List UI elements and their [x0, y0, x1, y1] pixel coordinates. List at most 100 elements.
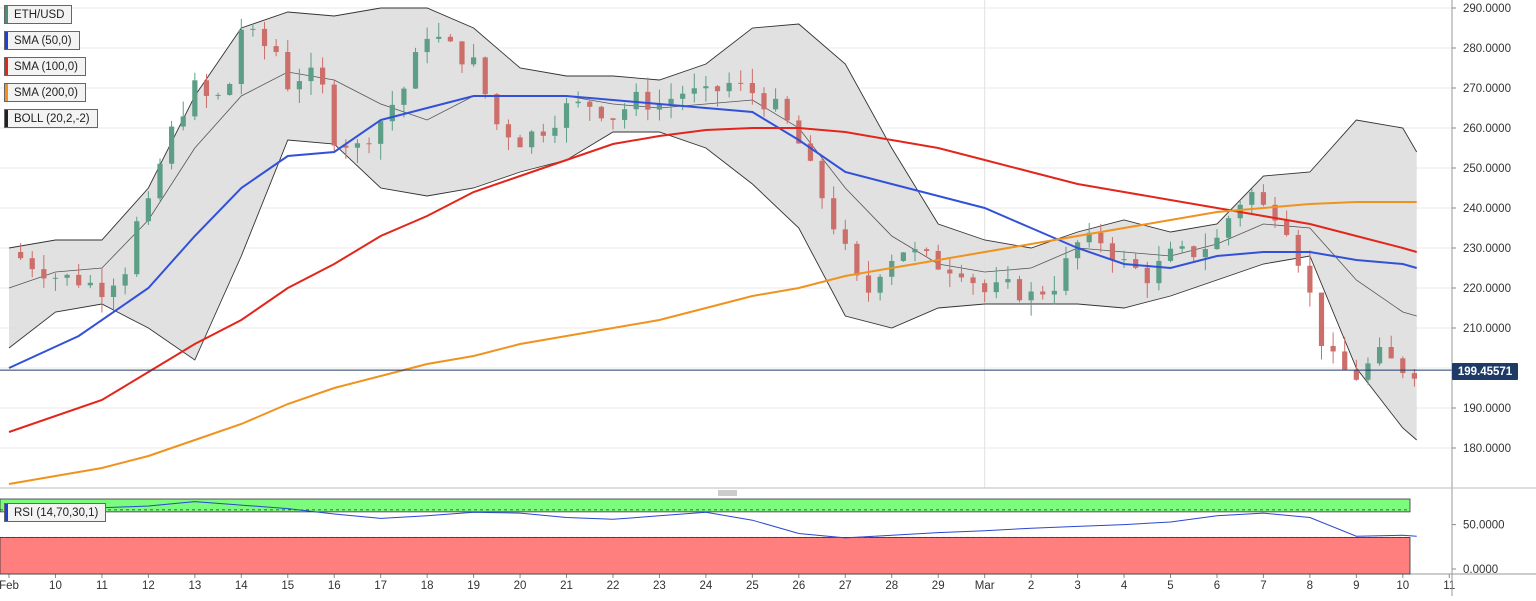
y-tick-label: 280.0000	[1463, 43, 1511, 55]
y-tick-label: 270.0000	[1463, 83, 1511, 95]
candle-body	[923, 249, 930, 251]
candle-body	[482, 57, 488, 95]
candle-body	[970, 277, 976, 284]
candle-body	[273, 46, 279, 52]
candle-body	[1156, 260, 1162, 284]
x-tick-label: 23	[653, 580, 666, 592]
x-tick-label: 10	[49, 580, 62, 592]
candle-body	[668, 98, 674, 105]
candle-body	[1098, 232, 1104, 244]
candle-body	[227, 83, 233, 95]
candle-body	[1225, 218, 1232, 238]
candle-body	[1074, 242, 1081, 259]
y-tick-label: 180.0000	[1463, 443, 1511, 455]
sma-100-line	[8, 127, 1417, 433]
candle-body	[1318, 292, 1325, 346]
candle-body	[157, 163, 163, 199]
candle-body	[1167, 248, 1174, 261]
candle-body	[389, 104, 395, 122]
candle-body	[842, 229, 848, 244]
candle-body	[1086, 232, 1092, 243]
legend-item[interactable]: SMA (50,0)	[4, 31, 80, 50]
candle-body	[1202, 249, 1208, 258]
candle-body	[261, 28, 268, 47]
candle-body	[41, 269, 47, 279]
candle-body	[1005, 279, 1011, 283]
candle-body	[1411, 373, 1418, 379]
candle-body	[621, 109, 628, 120]
y-tick-label: 210.0000	[1463, 323, 1511, 335]
bollinger-band-fill	[9, 8, 1417, 440]
candle-body	[714, 86, 721, 92]
candle-body	[691, 88, 697, 94]
x-tick-label: 11	[1443, 580, 1455, 592]
candle-body	[1051, 290, 1057, 295]
x-tick-label: 5	[1167, 580, 1173, 592]
x-tick-label: 25	[746, 580, 759, 592]
candle-body	[436, 36, 442, 39]
x-tick-label: 7	[1260, 580, 1266, 592]
candle-body	[703, 86, 709, 89]
rsi-y-tick-label: 0.0000	[1463, 564, 1498, 576]
x-tick-label: Mar	[975, 580, 995, 592]
legend-label: SMA (200,0)	[14, 86, 78, 99]
y-tick-label: 240.0000	[1463, 203, 1511, 215]
candle-body	[18, 252, 24, 259]
candle-body	[122, 274, 128, 286]
x-tick-label: 11	[96, 580, 108, 592]
y-tick-label: 290.0000	[1463, 3, 1511, 15]
candle-body	[656, 104, 663, 110]
legend-swatch	[5, 110, 8, 127]
candle-body	[1191, 246, 1197, 258]
current-price-tag: 199.45571	[1452, 363, 1518, 380]
x-tick-label: 22	[607, 580, 620, 592]
x-tick-label: 29	[932, 580, 945, 592]
candle-body	[1388, 347, 1394, 359]
legend-item[interactable]: ETH/USD	[4, 5, 73, 24]
candle-body	[761, 93, 767, 110]
candle-body	[680, 93, 686, 99]
sma-50-line	[8, 95, 1417, 369]
candle-body	[598, 106, 604, 119]
candle-body	[424, 38, 430, 53]
candle-body	[354, 143, 361, 148]
x-tick-label: 18	[421, 580, 434, 592]
legend-label: ETH/USD	[14, 8, 65, 21]
candle-body	[1376, 347, 1383, 364]
y-tick-label: 190.0000	[1463, 403, 1511, 415]
candle-body	[772, 98, 779, 110]
legend-item[interactable]: BOLL (20,2,-2)	[4, 109, 98, 128]
candle-body	[215, 94, 221, 96]
candle-body	[64, 274, 70, 278]
candle-body	[610, 118, 616, 120]
x-tick-label: 27	[839, 580, 852, 592]
candle-body	[192, 80, 198, 117]
legend-label: BOLL (20,2,-2)	[14, 112, 90, 125]
rsi-legend-label: RSI (14,70,30,1)	[14, 506, 99, 519]
candle-body	[76, 274, 82, 286]
candle-body	[831, 198, 837, 230]
candle-body	[308, 67, 314, 82]
candle-body	[145, 198, 151, 222]
x-tick-label: 12	[142, 580, 155, 592]
x-tick-label: 8	[1307, 580, 1313, 592]
candle-body	[854, 243, 860, 276]
x-tick-label: 28	[885, 580, 898, 592]
candle-body	[296, 81, 302, 90]
legend-item[interactable]: SMA (200,0)	[4, 83, 86, 102]
legend-label: SMA (50,0)	[14, 34, 72, 47]
candle-body	[447, 36, 453, 42]
candle-body	[982, 283, 988, 293]
bollinger-upper	[8, 7, 1418, 249]
x-tick-label: 21	[560, 580, 573, 592]
legend-item[interactable]: SMA (100,0)	[4, 57, 86, 76]
candle-body	[877, 276, 883, 293]
candle-body	[726, 82, 732, 92]
candle-body	[947, 269, 953, 274]
candle-body	[494, 94, 500, 125]
candle-body	[993, 282, 999, 293]
candle-body	[563, 103, 570, 128]
candle-body	[343, 145, 349, 148]
legend-label: SMA (100,0)	[14, 60, 78, 73]
